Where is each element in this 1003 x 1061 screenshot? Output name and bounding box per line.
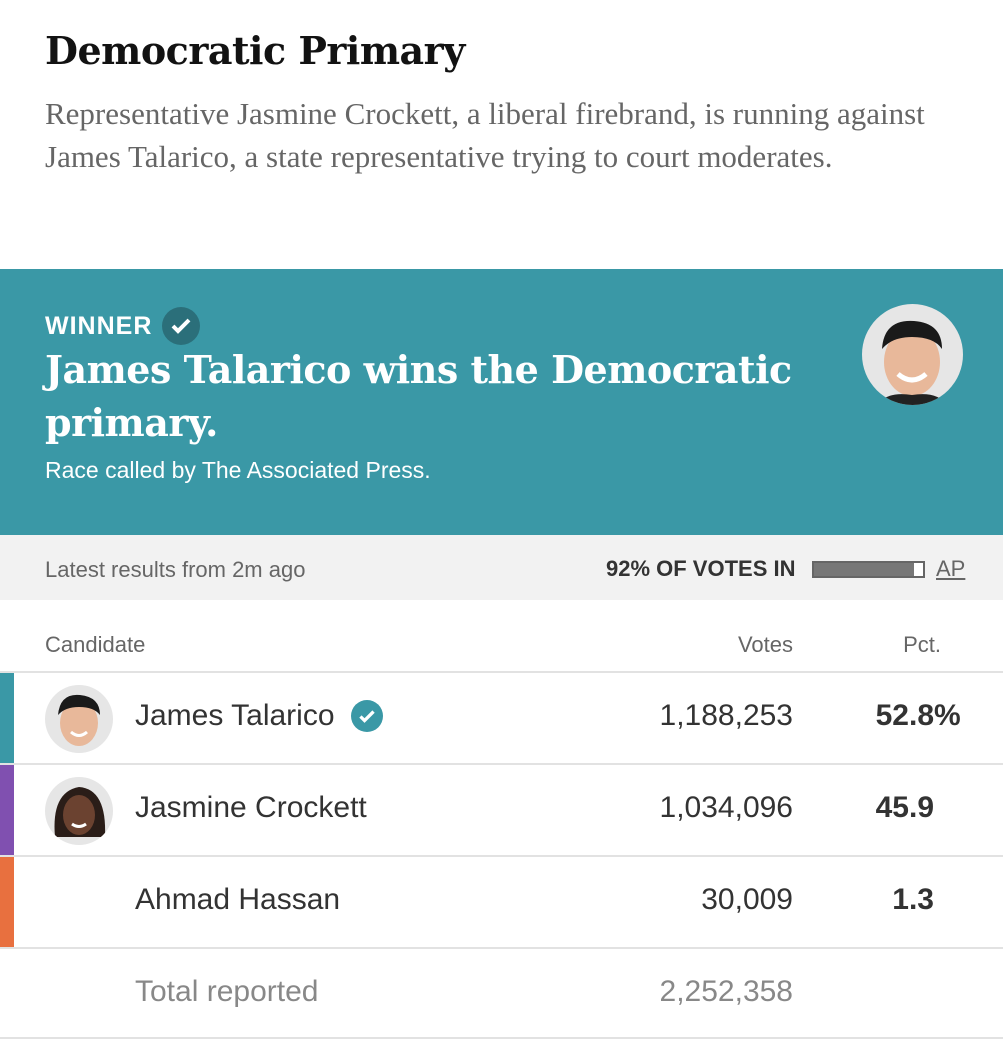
winner-headline: James Talarico wins the Democratic prima… — [45, 347, 792, 445]
total-label: Total reported — [135, 975, 319, 1008]
section-title: Democratic Primary — [45, 28, 465, 73]
candidate-name: James Talarico — [135, 699, 383, 733]
pct-value: 45.9 — [875, 791, 934, 824]
total-votes: 2,252,358 — [659, 975, 793, 1008]
race-called-note: Race called by The Associated Press. — [45, 457, 431, 483]
candidate-avatar — [45, 777, 113, 845]
candidate-color-bar — [0, 765, 14, 855]
latest-results-time: Latest results from 2m ago — [45, 557, 306, 582]
candidate-pct: 45.9 — [876, 791, 934, 825]
results-status-bar: Latest results from 2m ago 92% OF VOTES … — [0, 535, 1003, 600]
candidate-name-text: Jasmine Crockett — [135, 791, 367, 824]
votes-in-progress-bar — [812, 561, 925, 578]
candidate-name-text: James Talarico — [135, 699, 335, 732]
winner-text: WINNER — [45, 311, 153, 340]
winner-avatar — [862, 304, 963, 405]
pct-value: 52.8 — [875, 699, 934, 732]
candidate-votes: 30,009 — [701, 883, 793, 916]
candidate-row: James Talarico 1,188,253 52.8% — [0, 671, 1003, 763]
candidate-color-bar — [0, 673, 14, 763]
votes-in-progress-fill — [814, 563, 915, 576]
candidate-color-bar — [0, 857, 14, 947]
candidate-name-text: Ahmad Hassan — [135, 883, 341, 916]
header-candidate: Candidate — [45, 632, 146, 657]
candidate-name: Jasmine Crockett — [135, 791, 367, 825]
winner-label: WINNER — [45, 307, 201, 345]
section-description: Representative Jasmine Crockett, a liber… — [45, 96, 925, 174]
ap-source-link[interactable]: AP — [936, 556, 966, 581]
candidate-pct: 52.8% — [875, 699, 961, 732]
candidate-votes: 1,034,096 — [659, 791, 793, 824]
winner-banner: WINNER James Talarico wins the Democrati… — [0, 269, 1003, 535]
votes-in-label: 92% OF VOTES IN — [606, 556, 796, 581]
header-pct: Pct. — [903, 632, 941, 657]
candidate-pct: 1.3 — [892, 883, 934, 917]
check-icon — [162, 307, 201, 345]
header-votes: Votes — [737, 632, 793, 657]
candidate-votes: 1,188,253 — [659, 699, 793, 732]
candidate-row: Jasmine Crockett 1,034,096 45.9 — [0, 763, 1003, 855]
candidate-name: Ahmad Hassan — [135, 883, 340, 917]
candidate-row: Ahmad Hassan 30,009 1.3 — [0, 855, 1003, 947]
candidate-avatar — [45, 685, 113, 753]
total-row: Total reported 2,252,358 — [0, 947, 1003, 1039]
pct-value: 1.3 — [892, 883, 934, 916]
winner-check-icon — [350, 700, 383, 732]
